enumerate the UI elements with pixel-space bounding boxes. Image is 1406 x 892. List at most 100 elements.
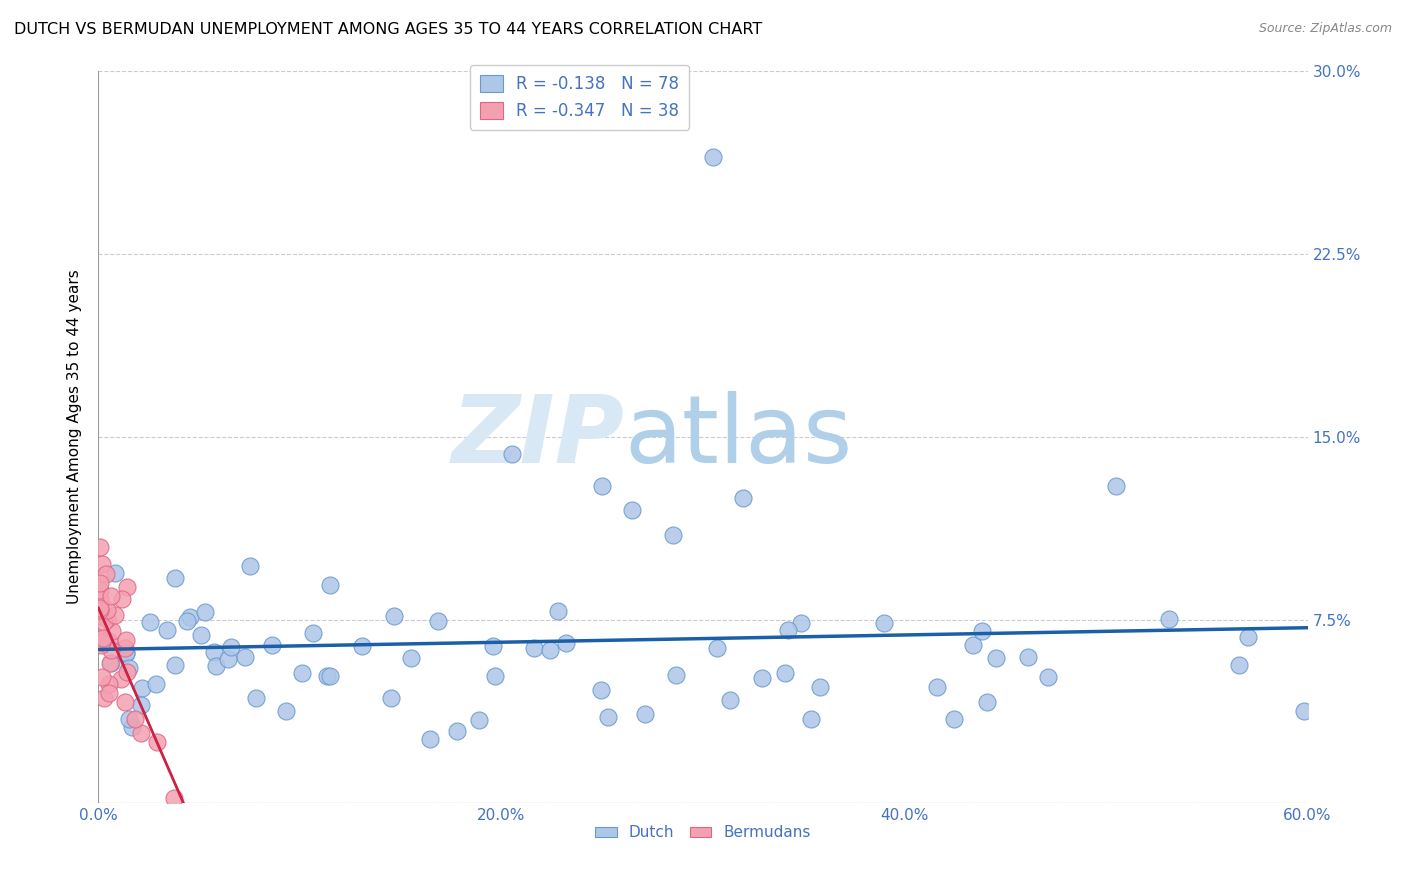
Point <box>245 690 267 705</box>
Point <box>114 695 136 709</box>
Point <box>202 645 225 659</box>
Point <box>219 640 242 654</box>
Point <box>100 643 122 657</box>
Point <box>262 638 284 652</box>
Point <box>733 491 755 505</box>
Point <box>790 615 813 630</box>
Text: Source: ZipAtlas.com: Source: ZipAtlas.com <box>1258 22 1392 36</box>
Point <box>596 710 619 724</box>
Point <box>984 651 1007 665</box>
Point <box>114 633 136 648</box>
Point <box>179 609 201 624</box>
Point <box>589 683 612 698</box>
Point <box>481 639 503 653</box>
Point <box>176 614 198 628</box>
Point <box>776 623 799 637</box>
Point <box>501 447 523 461</box>
Text: DUTCH VS BERMUDAN UNEMPLOYMENT AMONG AGES 35 TO 44 YEARS CORRELATION CHART: DUTCH VS BERMUDAN UNEMPLOYMENT AMONG AGE… <box>14 22 762 37</box>
Point <box>89 591 111 606</box>
Point <box>810 681 832 695</box>
Point <box>233 649 256 664</box>
Legend: Dutch, Bermudans: Dutch, Bermudans <box>589 819 817 847</box>
Point <box>145 676 167 690</box>
Point <box>1236 630 1258 644</box>
Point <box>555 635 578 649</box>
Point <box>89 608 111 623</box>
Point <box>523 640 546 655</box>
Point <box>193 605 215 619</box>
Point <box>98 677 121 691</box>
Point <box>702 150 724 164</box>
Point <box>239 558 262 573</box>
Point <box>115 581 138 595</box>
Point <box>118 660 141 674</box>
Point <box>129 725 152 739</box>
Point <box>91 632 114 646</box>
Point <box>634 706 657 721</box>
Point <box>93 690 115 705</box>
Point <box>156 624 179 638</box>
Point <box>89 583 111 598</box>
Point <box>274 704 297 718</box>
Point <box>115 665 138 680</box>
Point <box>319 578 342 592</box>
Point <box>89 600 111 615</box>
Point <box>384 608 406 623</box>
Point <box>547 604 569 618</box>
Point <box>90 638 112 652</box>
Point <box>301 625 323 640</box>
Point <box>110 672 132 686</box>
Point <box>129 698 152 713</box>
Point <box>706 641 728 656</box>
Point <box>591 479 613 493</box>
Point <box>124 712 146 726</box>
Point <box>1017 650 1039 665</box>
Point <box>98 634 121 648</box>
Point <box>665 667 688 681</box>
Point <box>468 713 491 727</box>
Point <box>114 641 136 656</box>
Point <box>190 628 212 642</box>
Point <box>873 616 896 631</box>
Point <box>970 624 993 638</box>
Point <box>131 681 153 695</box>
Point <box>96 612 118 626</box>
Point <box>661 527 683 541</box>
Point <box>942 713 965 727</box>
Point <box>1292 704 1315 718</box>
Point <box>163 791 186 805</box>
Point <box>621 503 644 517</box>
Point <box>446 724 468 739</box>
Point <box>89 540 111 554</box>
Point <box>1105 479 1128 493</box>
Point <box>139 615 162 629</box>
Point <box>1036 670 1059 684</box>
Point <box>350 639 373 653</box>
Text: atlas: atlas <box>624 391 852 483</box>
Point <box>101 624 124 638</box>
Point <box>751 671 773 685</box>
Point <box>800 712 823 726</box>
Point <box>217 652 239 666</box>
Point <box>484 668 506 682</box>
Point <box>118 712 141 726</box>
Point <box>291 665 314 680</box>
Point <box>976 695 998 709</box>
Point <box>927 680 949 694</box>
Point <box>91 557 114 571</box>
Point <box>91 636 114 650</box>
Point <box>89 602 111 616</box>
Point <box>121 720 143 734</box>
Point <box>89 576 111 591</box>
Point <box>97 686 120 700</box>
Point <box>93 615 115 629</box>
Point <box>100 589 122 603</box>
Point <box>399 650 422 665</box>
Point <box>94 566 117 581</box>
Point <box>104 566 127 581</box>
Point <box>104 607 127 622</box>
Point <box>380 691 402 706</box>
Point <box>419 732 441 747</box>
Text: ZIP: ZIP <box>451 391 624 483</box>
Point <box>538 642 561 657</box>
